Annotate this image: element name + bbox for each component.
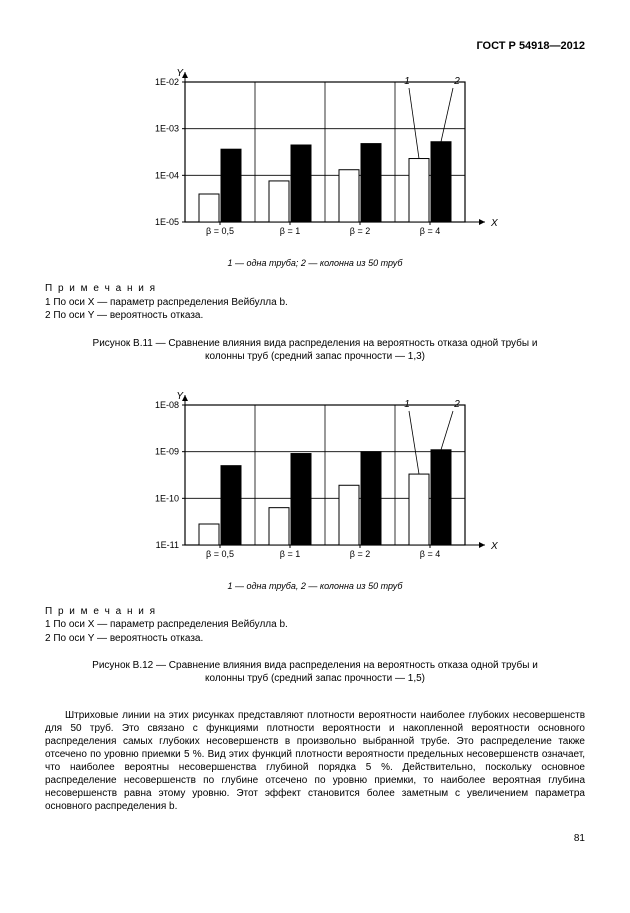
- svg-text:X: X: [490, 218, 498, 229]
- svg-text:1: 1: [404, 399, 410, 410]
- caption-b12: Рисунок В.12 — Сравнение влияния вида ра…: [90, 659, 540, 685]
- svg-text:β = 4: β = 4: [420, 549, 440, 559]
- notes-heading: П р и м е ч а н и я: [45, 606, 157, 617]
- notes-line: 1 По оси X — параметр распределения Вейб…: [45, 297, 288, 308]
- caption-b11: Рисунок В.11 — Сравнение влияния вида ра…: [90, 337, 540, 363]
- svg-text:1E-09: 1E-09: [155, 446, 179, 456]
- svg-text:β = 2: β = 2: [350, 549, 370, 559]
- svg-text:β = 4: β = 4: [420, 226, 440, 236]
- svg-text:X: X: [490, 541, 498, 552]
- chart-b12-legend: 1 — одна труба, 2 — колонна из 50 труб: [45, 581, 585, 591]
- chart-b12-svg: 1E-081E-091E-101E-11YXβ = 0,5β = 1β = 2β…: [125, 387, 505, 577]
- page-number: 81: [45, 833, 585, 844]
- chart-b11-legend: 1 — одна труба; 2 — колонна из 50 труб: [45, 258, 585, 268]
- body-paragraph: Штриховые линии на этих рисунках предста…: [45, 709, 585, 813]
- svg-text:β = 2: β = 2: [350, 226, 370, 236]
- notes-line: 1 По оси X — параметр распределения Вейб…: [45, 619, 288, 630]
- chart-b11: 1E-021E-031E-041E-05YXβ = 0,5β = 1β = 2β…: [45, 64, 585, 268]
- svg-text:1E-05: 1E-05: [155, 217, 179, 227]
- svg-text:1E-10: 1E-10: [155, 493, 179, 503]
- notes-line: 2 По оси Y — вероятность отказа.: [45, 310, 203, 321]
- svg-text:2: 2: [453, 76, 460, 87]
- svg-text:1E-04: 1E-04: [155, 170, 179, 180]
- notes-b11: П р и м е ч а н и я 1 По оси X — парамет…: [45, 282, 585, 323]
- chart-b12: 1E-081E-091E-101E-11YXβ = 0,5β = 1β = 2β…: [45, 387, 585, 591]
- notes-heading: П р и м е ч а н и я: [45, 283, 157, 294]
- svg-text:1: 1: [404, 76, 410, 87]
- svg-text:2: 2: [453, 399, 460, 410]
- svg-text:β = 1: β = 1: [280, 549, 300, 559]
- svg-text:1E-11: 1E-11: [156, 540, 179, 550]
- svg-text:β = 1: β = 1: [280, 226, 300, 236]
- svg-text:1E-03: 1E-03: [155, 124, 179, 134]
- notes-b12: П р и м е ч а н и я 1 По оси X — парамет…: [45, 605, 585, 646]
- svg-text:β = 0,5: β = 0,5: [206, 226, 234, 236]
- notes-line: 2 По оси Y — вероятность отказа.: [45, 633, 203, 644]
- svg-text:β = 0,5: β = 0,5: [206, 549, 234, 559]
- chart-b11-svg: 1E-021E-031E-041E-05YXβ = 0,5β = 1β = 2β…: [125, 64, 505, 254]
- doc-header: ГОСТ Р 54918—2012: [45, 40, 585, 52]
